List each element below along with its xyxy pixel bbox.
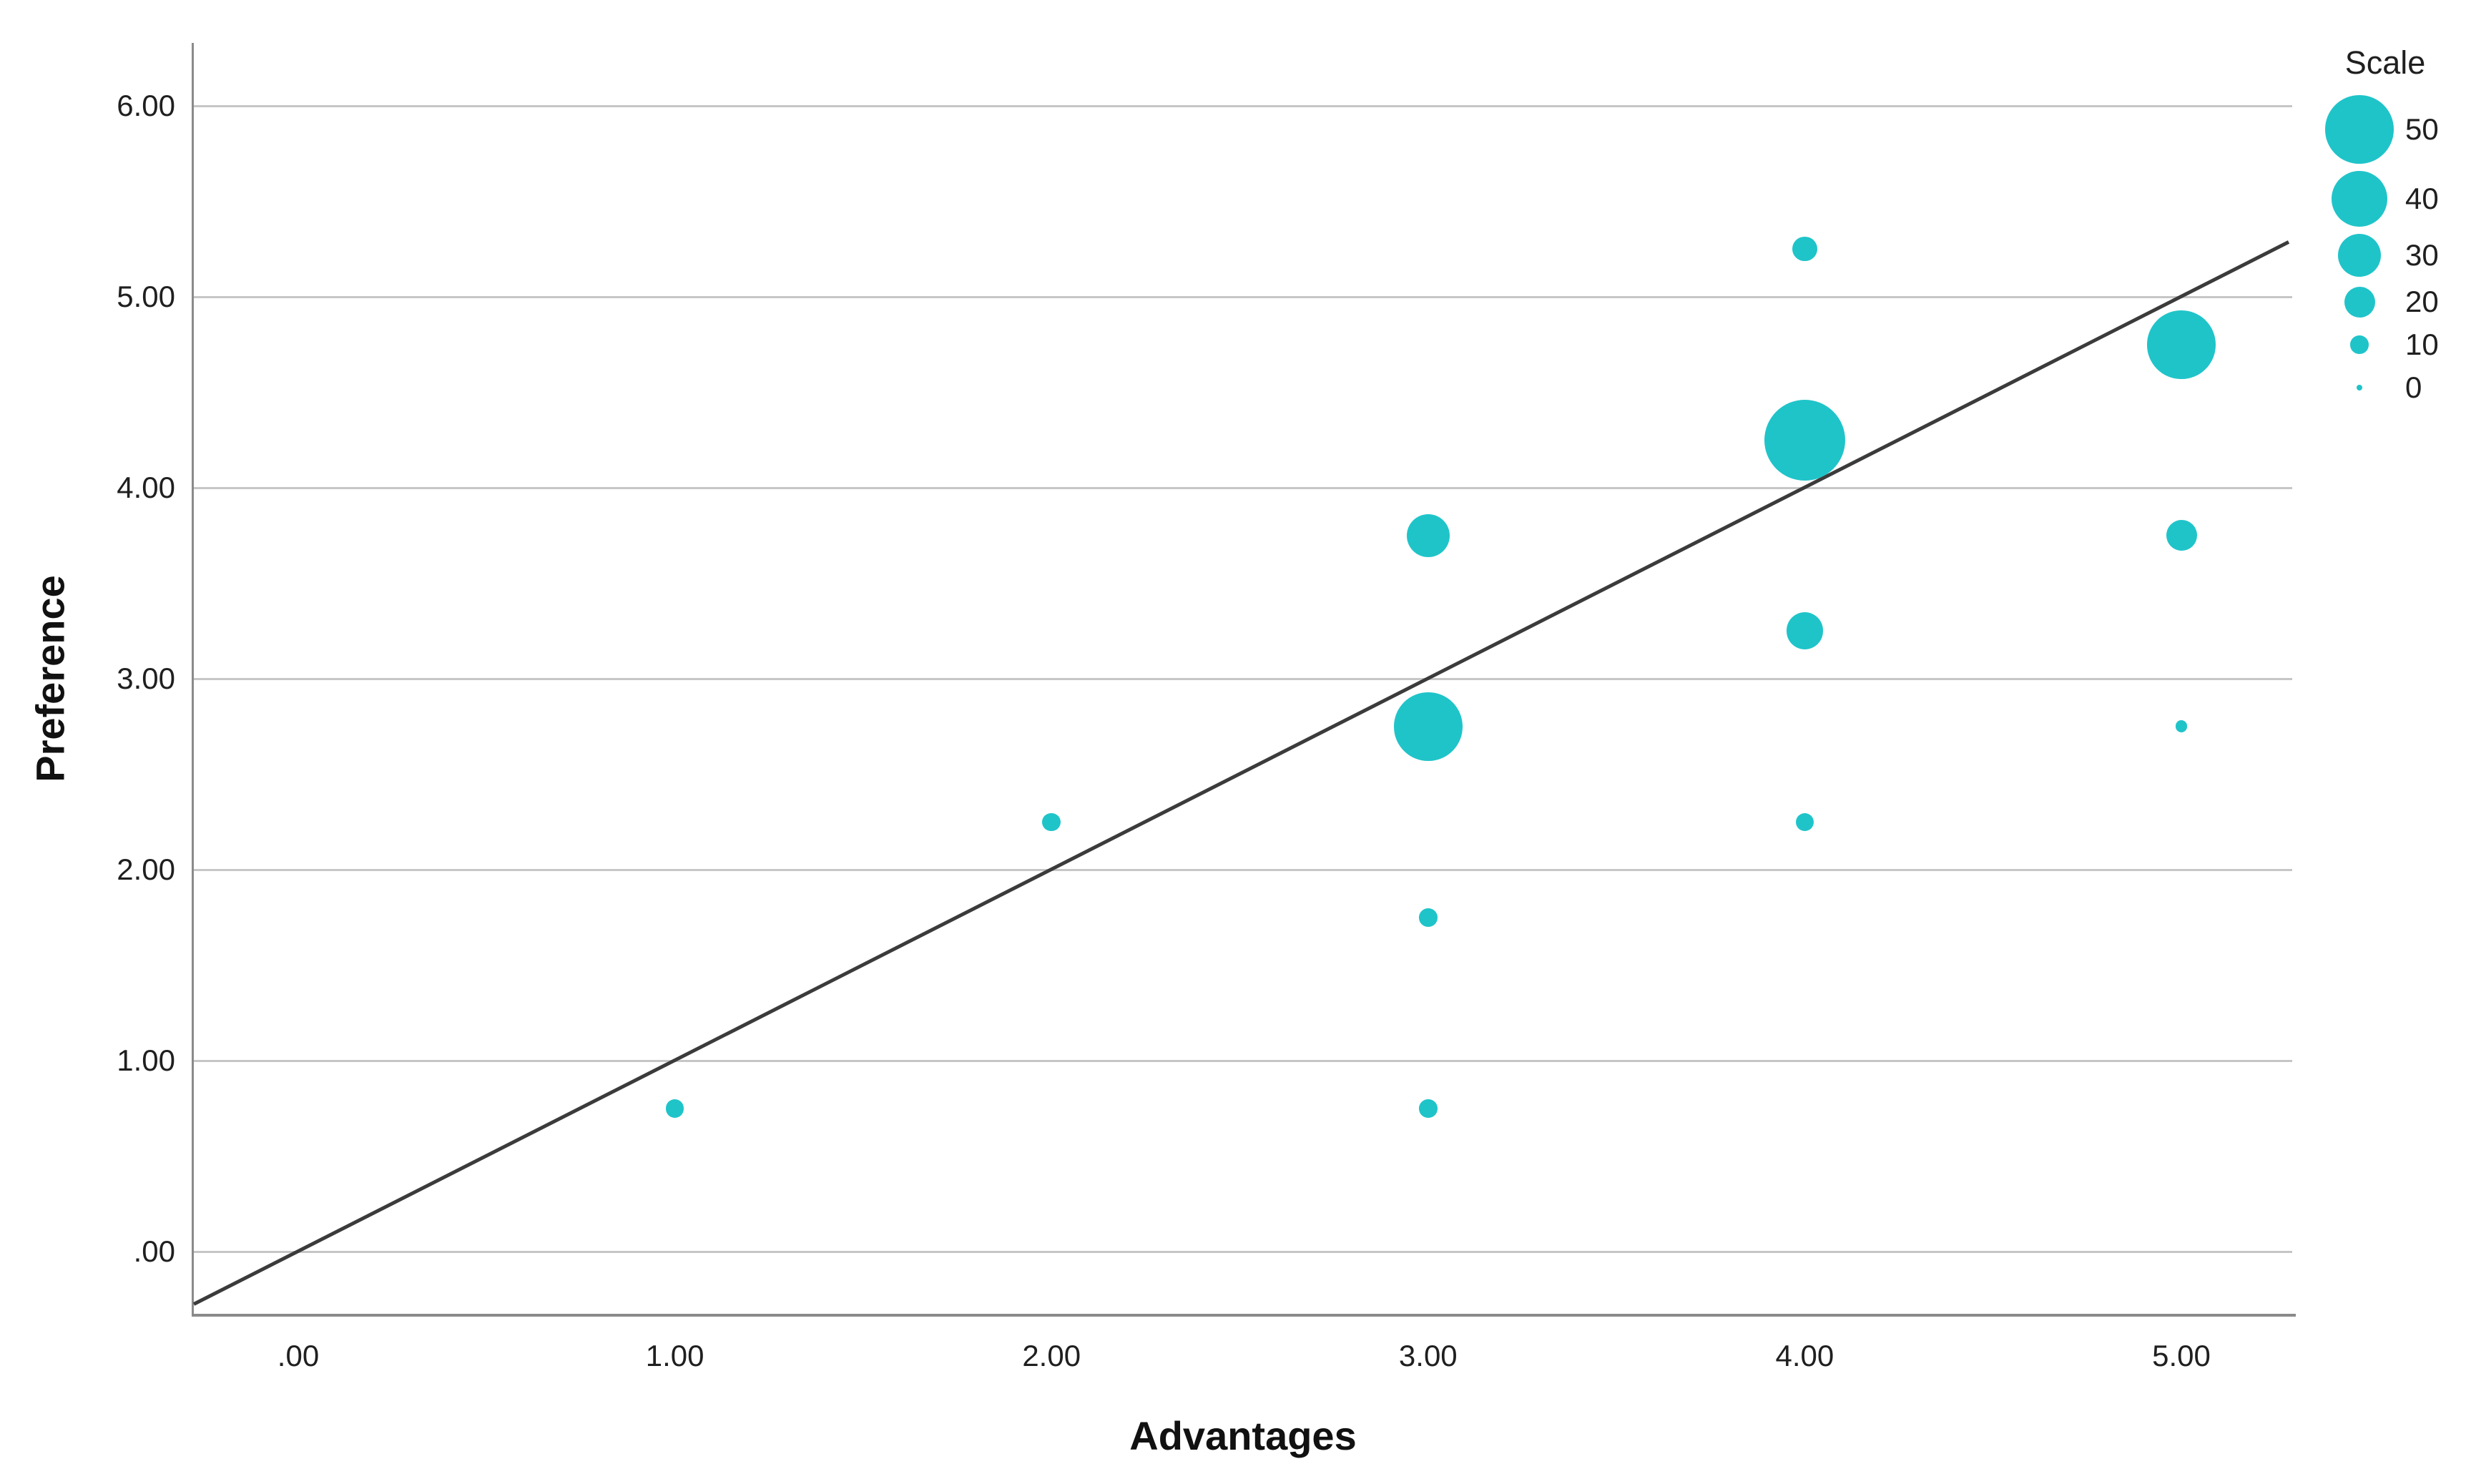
- bubble-point: [665, 1099, 684, 1118]
- bubble-point: [1406, 513, 1450, 557]
- y-gridline: [194, 868, 2292, 871]
- legend-item-label: 0: [2405, 370, 2422, 404]
- legend-item-label: 30: [2405, 237, 2439, 272]
- bubble-point: [2147, 310, 2216, 379]
- y-tick-label: 4.00: [117, 471, 175, 504]
- bubble-point: [2166, 520, 2197, 551]
- legend-bubble: [2337, 233, 2382, 277]
- x-axis-title: Advantages: [1129, 1413, 1357, 1458]
- bubble-point: [1764, 399, 1845, 481]
- legend-item-label: 20: [2405, 285, 2439, 318]
- x-tick-label: 1.00: [645, 1339, 704, 1372]
- bubble-point: [2175, 720, 2188, 733]
- bubble-point: [1792, 237, 1817, 262]
- legend-bubble: [2325, 95, 2394, 164]
- legend-bubble: [2350, 335, 2369, 354]
- y-gridline: [194, 104, 2292, 107]
- bubble-point: [1042, 812, 1061, 831]
- x-tick-label: 2.00: [1022, 1339, 1081, 1372]
- x-tick-label: 5.00: [2152, 1339, 2211, 1372]
- y-gridline: [194, 486, 2292, 489]
- y-gridline: [194, 1059, 2292, 1062]
- y-gridline: [194, 677, 2292, 680]
- y-gridline: [194, 1250, 2292, 1253]
- bubble-point: [1394, 692, 1463, 761]
- bubble-point: [1419, 908, 1438, 927]
- identity-reference-line: [192, 240, 2290, 1307]
- bubble-point: [1786, 612, 1824, 650]
- x-tick-label: .00: [277, 1339, 320, 1372]
- x-axis-line: [192, 1314, 2296, 1317]
- y-gridline: [194, 295, 2292, 298]
- y-tick-label: 5.00: [117, 280, 175, 313]
- legend-bubble: [2332, 170, 2387, 227]
- legend-title: Scale: [2344, 44, 2426, 81]
- legend-item-label: 40: [2405, 181, 2439, 215]
- bubble-point: [1795, 812, 1814, 831]
- legend-bubble: [2357, 385, 2362, 390]
- x-tick-label: 4.00: [1775, 1339, 1834, 1372]
- y-tick-label: 2.00: [117, 852, 175, 886]
- legend-item-label: 50: [2405, 112, 2439, 146]
- x-tick-label: 3.00: [1398, 1339, 1458, 1372]
- y-tick-label: 3.00: [117, 662, 175, 695]
- y-axis-line: [192, 43, 194, 1314]
- y-tick-label: .00: [133, 1234, 175, 1268]
- y-tick-label: 1.00: [117, 1043, 175, 1077]
- y-tick-label: 6.00: [117, 89, 175, 122]
- legend-item-label: 10: [2405, 328, 2439, 361]
- legend-bubble: [2344, 286, 2375, 318]
- bubble-point: [1419, 1099, 1438, 1118]
